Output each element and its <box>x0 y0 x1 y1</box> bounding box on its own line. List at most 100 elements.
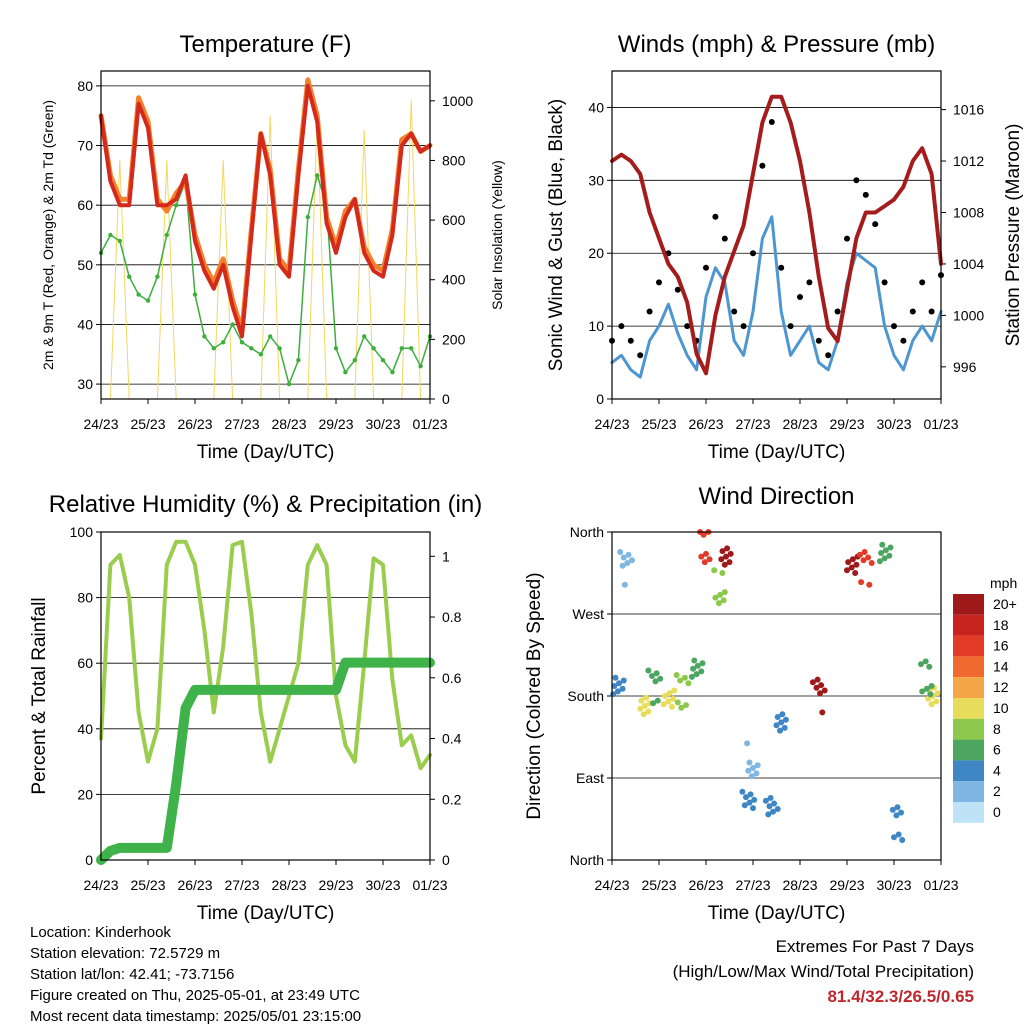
legend-swatch <box>953 656 984 678</box>
legend-label: 0 <box>993 804 1001 820</box>
x-tick-label: 29/23 <box>318 877 353 893</box>
direction-point <box>721 561 728 568</box>
legend-label: 8 <box>993 721 1001 737</box>
x-tick-label: 26/23 <box>177 416 212 432</box>
direction-point <box>746 759 753 766</box>
direction-point <box>928 701 935 708</box>
y2-tick-label: 1000 <box>442 93 473 109</box>
gust-series-point <box>759 162 766 169</box>
direction-point <box>701 559 708 566</box>
location-text: Location: Kinderhook <box>30 924 171 941</box>
direction-point <box>762 797 769 804</box>
y-axis-label: Percent & Total Rainfall <box>29 597 50 794</box>
latlon-text: Station lat/lon: 42.41; -73.7156 <box>30 966 235 983</box>
gust-series-point <box>834 308 841 315</box>
y-tick-label: 80 <box>77 78 93 94</box>
direction-point <box>774 806 781 812</box>
y-tick-label: 70 <box>77 138 93 154</box>
direction-point <box>856 551 863 558</box>
gust-series-point <box>919 279 926 286</box>
direction-point <box>852 570 859 576</box>
x-tick-label: 01/23 <box>412 416 447 432</box>
y-tick-label: 20 <box>77 786 93 802</box>
direction-point <box>674 699 681 706</box>
direction-point <box>726 559 733 566</box>
direction-point <box>698 553 705 560</box>
direction-point <box>818 682 825 689</box>
direction-point <box>721 589 728 596</box>
created-text: Figure created on Thu, 2025-05-01, at 23… <box>30 987 360 1004</box>
gust-series-point <box>721 235 728 242</box>
gust-series-point <box>787 323 794 330</box>
dewpoint-line <box>100 174 431 385</box>
direction-point <box>817 690 823 697</box>
legend-swatch <box>953 635 984 657</box>
direction-point <box>774 714 781 720</box>
y2-tick-label: 0.6 <box>442 670 462 686</box>
direction-point <box>654 697 661 704</box>
direction-points <box>610 529 941 843</box>
x-tick-label: 28/23 <box>271 416 306 432</box>
y-tick-label: 80 <box>77 590 93 606</box>
x-tick-label: 24/23 <box>83 877 118 893</box>
y-tick-label: North <box>570 524 604 540</box>
direction-point <box>876 558 883 565</box>
plot-frame <box>100 70 431 400</box>
y2-tick-label: 600 <box>442 212 466 228</box>
gust-series-point <box>891 323 897 330</box>
direction-point <box>640 711 647 718</box>
legend-label: 14 <box>993 658 1009 674</box>
direction-point <box>616 680 622 687</box>
plot-frame <box>100 531 431 861</box>
precip-series <box>96 657 435 865</box>
direction-point <box>712 594 719 601</box>
x-tick-label: 25/23 <box>130 416 165 432</box>
panel-2: Winds (mph) & Pressure (mb) 0 10 20 30 40 996 1… <box>546 31 1024 463</box>
direction-point <box>754 762 761 769</box>
gust-series-point <box>637 352 644 359</box>
direction-point <box>698 668 705 675</box>
x-tick-label: 30/23 <box>365 416 400 432</box>
gust-series-point <box>844 235 850 242</box>
direction-point <box>661 693 668 699</box>
gust-series-point <box>627 337 634 344</box>
y2-tick-label: 0.2 <box>442 791 462 807</box>
direction-point <box>782 716 789 723</box>
x-tick-label: 24/23 <box>83 416 118 432</box>
direction-point <box>865 554 872 561</box>
legend-swatch <box>953 739 984 761</box>
direction-point <box>861 549 868 555</box>
direction-point <box>621 581 628 588</box>
y-tick-label: 50 <box>77 257 93 273</box>
direction-point <box>771 800 778 807</box>
direction-point <box>741 802 748 809</box>
y2-tick-label: 0.8 <box>442 609 462 625</box>
x-tick-label: 28/23 <box>782 416 817 432</box>
y-tick-label: 30 <box>588 172 604 188</box>
y2-tick-label: 0 <box>442 852 450 868</box>
direction-point <box>681 674 688 681</box>
direction-point <box>886 552 893 559</box>
gust-series-point <box>797 294 803 300</box>
direction-point <box>894 804 901 811</box>
x-tick-label: 01/23 <box>923 877 958 893</box>
y2-tick-label: 0.4 <box>442 731 462 747</box>
direction-point <box>671 687 678 694</box>
x-tick-label: 29/23 <box>318 416 353 432</box>
y2-tick-label: 1 <box>442 548 450 564</box>
direction-point <box>657 675 664 682</box>
gust-series-point <box>656 279 662 286</box>
direction-point <box>637 705 644 712</box>
direction-point <box>625 551 632 558</box>
direction-point <box>739 788 746 795</box>
direction-point <box>703 550 709 557</box>
speed-legend: mph 20+ 18 16 14 12 10 8 6 4 2 0 <box>953 575 1017 823</box>
x-tick-label: 25/23 <box>130 877 165 893</box>
x-tick-label: 26/23 <box>688 877 723 893</box>
x-tick-label: 01/23 <box>923 416 958 432</box>
direction-point <box>650 700 657 707</box>
direction-point <box>717 591 724 598</box>
direction-point <box>715 600 722 607</box>
direction-point <box>882 547 889 554</box>
